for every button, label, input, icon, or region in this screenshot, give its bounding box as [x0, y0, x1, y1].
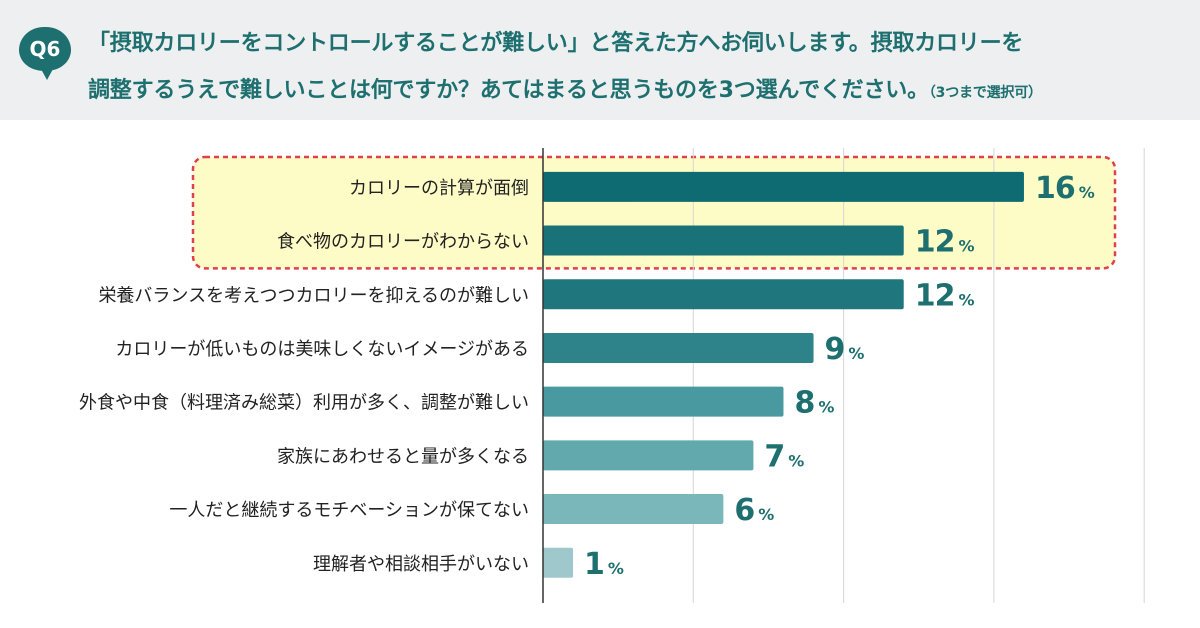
category-label: カロリーが低いものは美味しくないイメージがある	[115, 339, 529, 360]
value-label: 6%	[734, 493, 774, 528]
bar	[543, 279, 904, 310]
value-unit: %	[758, 505, 774, 524]
value-label: 1%	[584, 547, 624, 582]
category-label: 栄養バランスを考えつつカロリーを抑えるのが難しい	[98, 285, 529, 306]
bar	[543, 332, 814, 363]
category-label: 一人だと継続するモチベーションが保てない	[169, 500, 529, 521]
question-note: （3つまで選択可）	[928, 85, 1042, 101]
bar	[543, 440, 754, 471]
value-unit: %	[848, 344, 864, 363]
question-badge: Q6	[19, 27, 71, 80]
category-label: 家族にあわせると量が多くなる	[277, 446, 529, 467]
value-label: 8%	[794, 386, 834, 421]
value-unit: %	[608, 559, 624, 578]
value-unit: %	[958, 237, 974, 256]
value-unit: %	[818, 398, 834, 417]
value-unit: %	[1079, 183, 1095, 202]
question-text-line2-main: 調整するうえで難しいことは何ですか？あてはまると思うものを3つ選んでください。	[88, 78, 929, 103]
value-unit: %	[958, 290, 974, 309]
question-text-line2: 調整するうえで難しいことは何ですか？あてはまると思うものを3つ選んでください。（…	[88, 72, 1042, 104]
bar	[543, 547, 574, 578]
bar	[543, 386, 784, 417]
question-text-line1: 「摂取カロリーをコントロールすることが難しい」と答えた方へお伺いします。摂取カロ…	[88, 31, 1024, 56]
category-label: 理解者や相談相手がいない	[313, 554, 529, 575]
bar	[543, 494, 724, 525]
category-label: 食べ物のカロリーがわからない	[277, 232, 529, 253]
question-header: Q6 「摂取カロリーをコントロールすることが難しい」と答えた方へお伺いします。摂…	[0, 0, 1200, 120]
value-label: 12%	[915, 278, 975, 313]
category-label: カロリーの計算が面倒	[349, 178, 529, 199]
bar	[543, 225, 904, 256]
question-number: Q6	[29, 37, 61, 61]
bar	[543, 171, 1024, 202]
value-unit: %	[788, 451, 804, 470]
value-label: 9%	[825, 332, 865, 367]
value-label: 7%	[764, 439, 804, 474]
category-label: 外食や中食（料理済み総菜）利用が多く、調整が難しい	[79, 393, 529, 414]
